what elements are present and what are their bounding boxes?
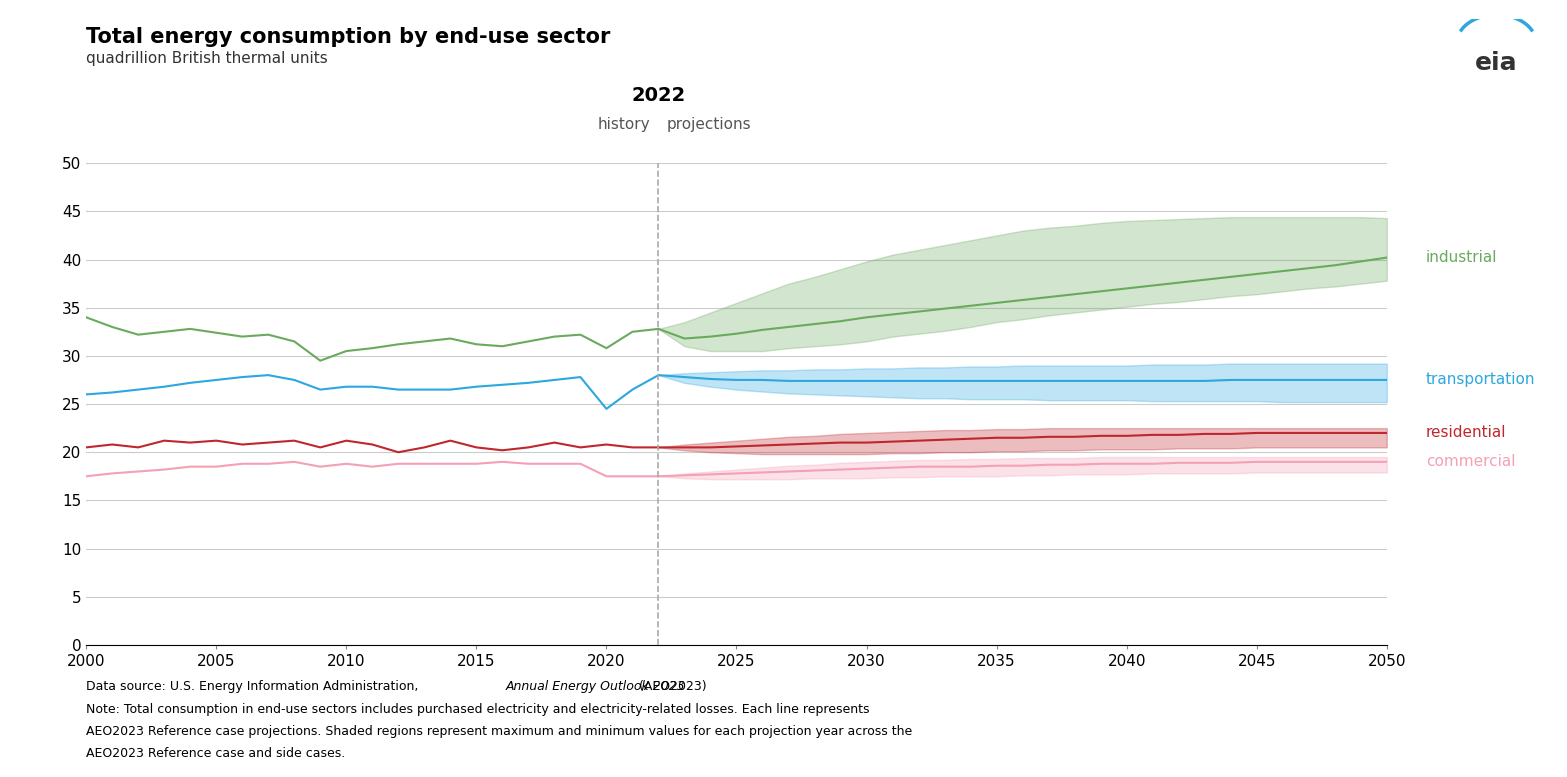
Text: history: history	[599, 117, 650, 132]
Text: Total energy consumption by end-use sector: Total energy consumption by end-use sect…	[86, 27, 611, 47]
Text: eia: eia	[1475, 51, 1518, 75]
Text: AEO2023 Reference case and side cases.: AEO2023 Reference case and side cases.	[86, 747, 345, 760]
Text: AEO2023 Reference case projections. Shaded regions represent maximum and minimum: AEO2023 Reference case projections. Shad…	[86, 725, 912, 738]
Text: Data source: U.S. Energy Information Administration,: Data source: U.S. Energy Information Adm…	[86, 680, 423, 693]
Text: projections: projections	[666, 117, 751, 132]
Text: 2022: 2022	[632, 86, 686, 105]
Text: quadrillion British thermal units: quadrillion British thermal units	[86, 51, 328, 65]
Text: (AEO2023): (AEO2023)	[635, 680, 707, 693]
Text: Annual Energy Outlook 2023: Annual Energy Outlook 2023	[506, 680, 686, 693]
Text: commercial: commercial	[1426, 455, 1515, 469]
Text: industrial: industrial	[1426, 250, 1498, 265]
Text: Note: Total consumption in end-use sectors includes purchased electricity and el: Note: Total consumption in end-use secto…	[86, 703, 870, 716]
Text: transportation: transportation	[1426, 372, 1536, 388]
Text: residential: residential	[1426, 426, 1506, 441]
